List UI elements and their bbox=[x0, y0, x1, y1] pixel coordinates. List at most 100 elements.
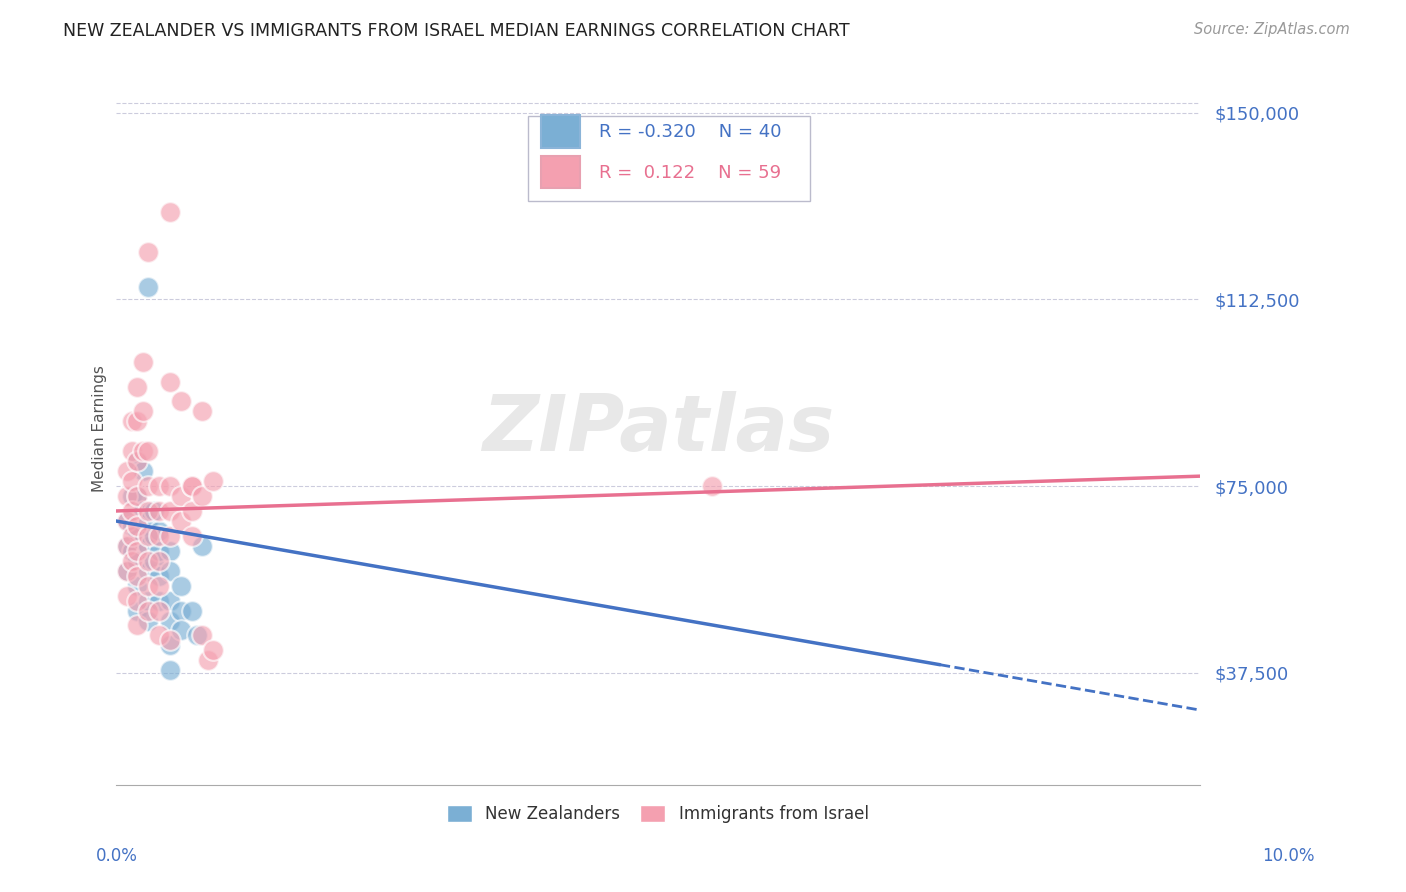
Text: Source: ZipAtlas.com: Source: ZipAtlas.com bbox=[1194, 22, 1350, 37]
Point bbox=[127, 568, 149, 582]
Text: R =  0.122    N = 59: R = 0.122 N = 59 bbox=[599, 163, 782, 182]
Point bbox=[121, 444, 143, 458]
Point bbox=[127, 454, 149, 468]
Point bbox=[136, 529, 159, 543]
Point bbox=[127, 454, 149, 468]
Point bbox=[121, 529, 143, 543]
Point bbox=[180, 603, 202, 617]
Point bbox=[132, 354, 155, 368]
Point bbox=[180, 479, 202, 493]
Point bbox=[121, 519, 143, 533]
Point bbox=[159, 639, 181, 653]
Point bbox=[159, 529, 181, 543]
Point bbox=[170, 514, 193, 528]
Point bbox=[136, 554, 159, 568]
Point bbox=[136, 564, 159, 578]
Point bbox=[136, 579, 159, 593]
Point bbox=[159, 479, 181, 493]
Legend: New Zealanders, Immigrants from Israel: New Zealanders, Immigrants from Israel bbox=[440, 798, 876, 830]
Point bbox=[159, 544, 181, 558]
Point bbox=[136, 280, 159, 294]
FancyBboxPatch shape bbox=[541, 155, 579, 188]
Point bbox=[121, 414, 143, 428]
Point bbox=[148, 529, 170, 543]
Point bbox=[186, 628, 208, 642]
Point bbox=[115, 564, 138, 578]
Point bbox=[115, 464, 138, 478]
Point bbox=[191, 489, 214, 503]
Point bbox=[142, 504, 165, 518]
Point bbox=[127, 489, 149, 503]
Point bbox=[132, 504, 155, 518]
Point bbox=[127, 618, 149, 632]
Point bbox=[127, 519, 149, 533]
Point bbox=[132, 444, 155, 458]
Point bbox=[159, 375, 181, 389]
Point bbox=[115, 589, 138, 603]
Point bbox=[115, 539, 138, 553]
Text: ZIPatlas: ZIPatlas bbox=[482, 391, 834, 467]
Point bbox=[170, 394, 193, 409]
Point bbox=[136, 539, 159, 553]
Point bbox=[702, 479, 724, 493]
Point bbox=[148, 628, 170, 642]
Point bbox=[136, 603, 159, 617]
Point bbox=[148, 544, 170, 558]
Point bbox=[115, 489, 138, 503]
Point bbox=[148, 568, 170, 582]
Point bbox=[127, 593, 149, 607]
Point bbox=[127, 554, 149, 568]
Point bbox=[159, 564, 181, 578]
Text: 0.0%: 0.0% bbox=[96, 847, 138, 864]
Point bbox=[148, 579, 170, 593]
Point bbox=[121, 554, 143, 568]
FancyBboxPatch shape bbox=[541, 115, 579, 148]
Point bbox=[136, 614, 159, 628]
Point bbox=[127, 524, 149, 538]
Text: NEW ZEALANDER VS IMMIGRANTS FROM ISRAEL MEDIAN EARNINGS CORRELATION CHART: NEW ZEALANDER VS IMMIGRANTS FROM ISRAEL … bbox=[63, 22, 849, 40]
Point bbox=[136, 504, 159, 518]
Point bbox=[170, 489, 193, 503]
Point bbox=[159, 593, 181, 607]
Text: 10.0%: 10.0% bbox=[1263, 847, 1315, 864]
Point bbox=[136, 245, 159, 260]
Point bbox=[127, 489, 149, 503]
Point bbox=[121, 504, 143, 518]
Point bbox=[148, 603, 170, 617]
Point bbox=[127, 603, 149, 617]
Point bbox=[191, 404, 214, 418]
Point bbox=[127, 544, 149, 558]
Point bbox=[170, 624, 193, 638]
FancyBboxPatch shape bbox=[527, 116, 810, 201]
Point bbox=[127, 579, 149, 593]
Point bbox=[127, 379, 149, 393]
Point bbox=[191, 539, 214, 553]
Point bbox=[202, 643, 225, 657]
Point bbox=[180, 529, 202, 543]
Point bbox=[132, 533, 155, 548]
Point bbox=[159, 663, 181, 677]
Point bbox=[148, 554, 170, 568]
Point bbox=[136, 444, 159, 458]
Point bbox=[197, 653, 219, 667]
Point bbox=[136, 479, 159, 493]
Point bbox=[142, 529, 165, 543]
Point bbox=[121, 489, 143, 503]
Point bbox=[121, 544, 143, 558]
Point bbox=[180, 479, 202, 493]
Point bbox=[159, 633, 181, 648]
Point bbox=[121, 474, 143, 488]
Point bbox=[148, 593, 170, 607]
Point bbox=[148, 524, 170, 538]
Point bbox=[132, 464, 155, 478]
Point bbox=[115, 539, 138, 553]
Point bbox=[127, 414, 149, 428]
Point bbox=[148, 504, 170, 518]
Point bbox=[159, 614, 181, 628]
Text: R = -0.320    N = 40: R = -0.320 N = 40 bbox=[599, 123, 782, 142]
Point bbox=[132, 404, 155, 418]
Point bbox=[159, 504, 181, 518]
Point bbox=[136, 514, 159, 528]
Point bbox=[136, 593, 159, 607]
Point bbox=[170, 603, 193, 617]
